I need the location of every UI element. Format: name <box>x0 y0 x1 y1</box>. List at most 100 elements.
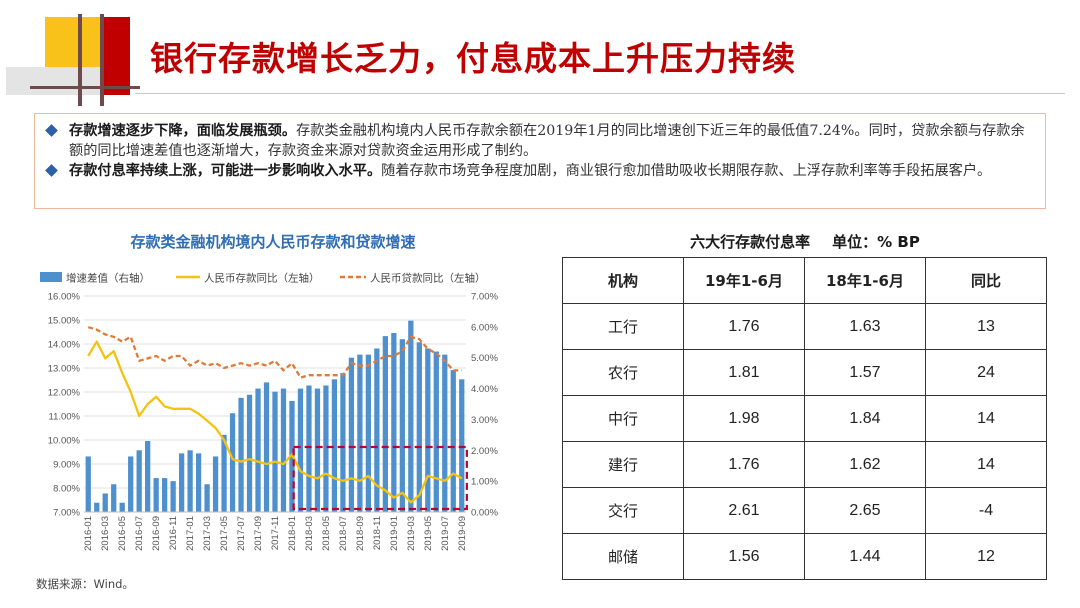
bar <box>348 357 355 512</box>
bar <box>280 388 287 512</box>
y-left-tick-label: 7.00% <box>53 508 80 519</box>
x-tick-label: 2016-11 <box>168 516 179 550</box>
summary-box: 存款增速逐步下降，面临发展瓶颈。存款类金融机构境内人民币存款余额在2019年1月… <box>34 113 1046 209</box>
table-cell-bank: 邮储 <box>562 533 684 580</box>
bar <box>145 441 151 512</box>
x-tick-label: 2019-05 <box>423 516 434 551</box>
summary-point-2: 存款付息率持续上涨，可能进一步影响收入水平。随着存款市场竞争程度加剧，商业银行愈… <box>45 161 1035 181</box>
y-left-tick-label: 10.00% <box>48 436 81 447</box>
table-cell: 1.84 <box>804 395 926 442</box>
bar <box>212 456 219 512</box>
x-tick-label: 2019-07 <box>440 516 451 551</box>
y-right-tick-label: 1.00% <box>471 477 498 488</box>
x-tick-label: 2018-01 <box>287 516 298 551</box>
bar <box>229 413 236 512</box>
bar <box>433 351 439 512</box>
table-cell: 12 <box>925 533 1047 580</box>
x-tick-label: 2017-09 <box>253 516 264 551</box>
table-cell: 1.63 <box>804 303 926 350</box>
y-left-tick-label: 8.00% <box>53 484 80 495</box>
table-cell: 1.57 <box>804 349 926 396</box>
table-header-cell: 机构 <box>562 257 684 304</box>
table-cell: 1.76 <box>683 303 805 350</box>
legend-label: 增速差值（右轴） <box>66 272 150 285</box>
deco-hline <box>30 86 140 89</box>
y-right-tick-label: 3.00% <box>471 415 498 426</box>
bar <box>170 481 176 512</box>
bar <box>187 450 193 512</box>
bar <box>391 333 397 512</box>
y-right-tick-label: 0.00% <box>471 508 498 519</box>
table-cell: 14 <box>925 395 1047 442</box>
x-tick-label: 2016-01 <box>83 516 94 551</box>
y-left-tick-label: 9.00% <box>53 460 80 471</box>
x-tick-label: 2017-01 <box>185 516 196 551</box>
table-title-text: 六大行存款付息率 <box>690 233 811 251</box>
x-tick-label: 2019-09 <box>457 516 468 551</box>
y-right-tick-label: 2.00% <box>471 446 498 457</box>
x-tick-label: 2017-07 <box>236 516 247 551</box>
bar <box>382 336 388 512</box>
y-right-tick-label: 4.00% <box>471 384 498 395</box>
table-cell-bank: 中行 <box>562 395 684 442</box>
bar <box>238 397 244 512</box>
bar <box>255 388 261 512</box>
table-row: 工行 1.76 1.63 13 <box>562 303 1047 350</box>
summary-point-lead: 存款增速逐步下降，面临发展瓶颈。 <box>69 123 297 139</box>
table-cell-bank: 交行 <box>562 487 684 534</box>
y-left-tick-label: 16.00% <box>48 292 81 303</box>
bar <box>357 354 363 512</box>
table-cell: 13 <box>925 303 1047 350</box>
table-cell-bank: 农行 <box>562 349 684 396</box>
bar <box>365 354 372 512</box>
table-cell: 14 <box>925 441 1047 488</box>
deco-yellow-block <box>45 17 100 67</box>
table-cell: 1.44 <box>804 533 926 580</box>
deposit-loan-growth-chart: 7.00% 8.00% 9.00% 10.00% 11.00% 12.00% 13.00% 1… <box>40 272 498 551</box>
bar <box>272 391 278 512</box>
bar <box>323 385 329 512</box>
bar <box>195 453 202 512</box>
table-header-cell: 同比 <box>925 257 1047 304</box>
bar <box>85 456 91 512</box>
bar <box>442 354 448 512</box>
legend-bar-swatch <box>40 272 62 282</box>
y-right-tick-label: 6.00% <box>471 322 498 333</box>
table-row: 农行 1.81 1.57 24 <box>562 349 1047 396</box>
x-tick-label: 2016-05 <box>117 516 128 551</box>
bar <box>374 348 380 512</box>
bar <box>408 320 414 512</box>
x-tick-label: 2016-09 <box>151 516 162 551</box>
table-cell-bank: 工行 <box>562 303 684 350</box>
summary-point-body: 存款类金融机构境内人民币存款余额在2019年1月的同比增速创下近三年的最低值7.… <box>69 123 1025 159</box>
table-unit: 单位：% BP <box>832 233 920 251</box>
y-right-tick-label: 7.00% <box>471 292 498 303</box>
x-tick-label: 2019-01 <box>389 516 400 551</box>
table-cell: 2.65 <box>804 487 926 534</box>
bar <box>162 478 168 512</box>
data-source: 数据来源：Wind。 <box>36 577 134 591</box>
x-tick-label: 2016-03 <box>100 516 111 551</box>
bar <box>340 373 346 512</box>
y-right-tick-label: 5.00% <box>471 353 498 364</box>
deposit-cost-table: 机构 19年1-6月 18年1-6月 同比 工行 1.76 1.63 13 农行… <box>562 257 1047 580</box>
highlight-box <box>292 445 468 511</box>
bar <box>102 493 108 512</box>
y-left-tick-label: 15.00% <box>48 316 81 327</box>
deco-red-block <box>100 17 130 95</box>
chart-title: 存款类金融机构境内人民币存款和贷款增速 <box>130 233 416 251</box>
x-tick-label: 2018-05 <box>321 516 332 551</box>
x-tick-label: 2016-07 <box>134 516 145 551</box>
deco-vline-1 <box>78 14 82 106</box>
bar <box>459 379 465 512</box>
table-cell: 1.81 <box>683 349 805 396</box>
bar <box>204 484 210 512</box>
bar <box>153 478 159 512</box>
table-cell: 1.62 <box>804 441 926 488</box>
table-cell: 1.98 <box>683 395 805 442</box>
summary-point-1: 存款增速逐步下降，面临发展瓶颈。存款类金融机构境内人民币存款余额在2019年1月… <box>45 121 1035 161</box>
bar <box>450 370 456 512</box>
table-row: 邮储 1.56 1.44 12 <box>562 533 1047 580</box>
table-header-row: 机构 19年1-6月 18年1-6月 同比 <box>562 257 1047 304</box>
summary-point-lead: 存款付息率持续上涨，可能进一步影响收入水平。 <box>69 163 382 179</box>
